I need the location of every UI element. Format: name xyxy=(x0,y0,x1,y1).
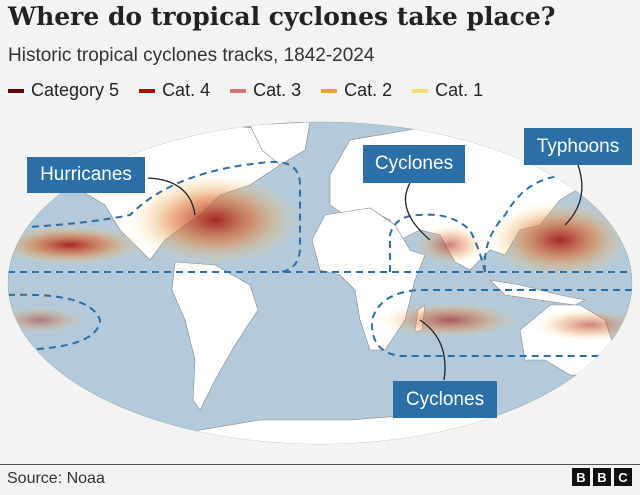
cyclone-tracks xyxy=(8,175,632,341)
arrow-hurricanes xyxy=(147,177,196,216)
legend-item-cat1: Cat. 1 xyxy=(412,80,483,101)
title: Where do tropical cyclones take place? xyxy=(8,2,556,31)
arrows xyxy=(147,164,583,381)
legend-label: Category 5 xyxy=(31,80,120,100)
legend-swatch xyxy=(412,88,429,93)
region-south-west xyxy=(8,293,102,351)
logo-letter: C xyxy=(614,468,632,486)
arrow-cyclones-south xyxy=(419,319,446,381)
region-west-pacific xyxy=(483,175,632,273)
legend: Category 5 Cat. 4 Cat. 3 Cat. 2 Cat. 1 xyxy=(8,80,483,101)
logo-letter: B xyxy=(593,468,611,486)
legend-label: Cat. 2 xyxy=(344,80,393,100)
arrow-cyclones-north xyxy=(404,182,431,241)
tracks-east-pacific xyxy=(8,225,145,265)
greenland xyxy=(249,122,311,166)
arrow-typhoons xyxy=(564,164,583,226)
source: Source: Noaa xyxy=(7,470,105,487)
subtitle: Historic tropical cyclones tracks, 1842-… xyxy=(8,45,375,66)
bbc-logo: B B C xyxy=(572,468,632,486)
footer-divider xyxy=(0,464,640,465)
label-hurricanes: Hurricanes xyxy=(27,157,145,193)
tracks-south-pacific xyxy=(535,309,632,341)
legend-item-cat2: Cat. 2 xyxy=(321,80,392,101)
legend-swatch xyxy=(321,88,338,93)
south-america xyxy=(171,261,259,411)
legend-swatch xyxy=(8,88,24,93)
label-cyclones-south: Cyclones xyxy=(393,381,497,418)
label-typhoons: Typhoons xyxy=(524,128,632,165)
legend-item-cat4: Cat. 4 xyxy=(139,80,210,101)
tracks-north-atlantic xyxy=(130,175,300,265)
label-cyclones-north: Cyclones xyxy=(363,145,465,183)
legend-item-cat5: Category 5 xyxy=(8,80,119,101)
maritime-southeast-asia xyxy=(489,279,586,306)
legend-label: Cat. 1 xyxy=(435,80,484,100)
tracks-west-pacific xyxy=(490,202,630,278)
region-hurricanes xyxy=(8,160,301,273)
cyclone-regions xyxy=(8,160,632,357)
tracks-south-indian xyxy=(380,302,520,338)
legend-label: Cat. 4 xyxy=(162,80,211,100)
tracks-north-indian xyxy=(415,225,485,265)
region-north-indian xyxy=(389,213,486,273)
legend-item-cat3: Cat. 3 xyxy=(230,80,301,101)
legend-label: Cat. 3 xyxy=(253,80,302,100)
logo-letter: B xyxy=(572,468,590,486)
legend-swatch xyxy=(230,88,247,93)
legend-swatch xyxy=(139,88,156,93)
